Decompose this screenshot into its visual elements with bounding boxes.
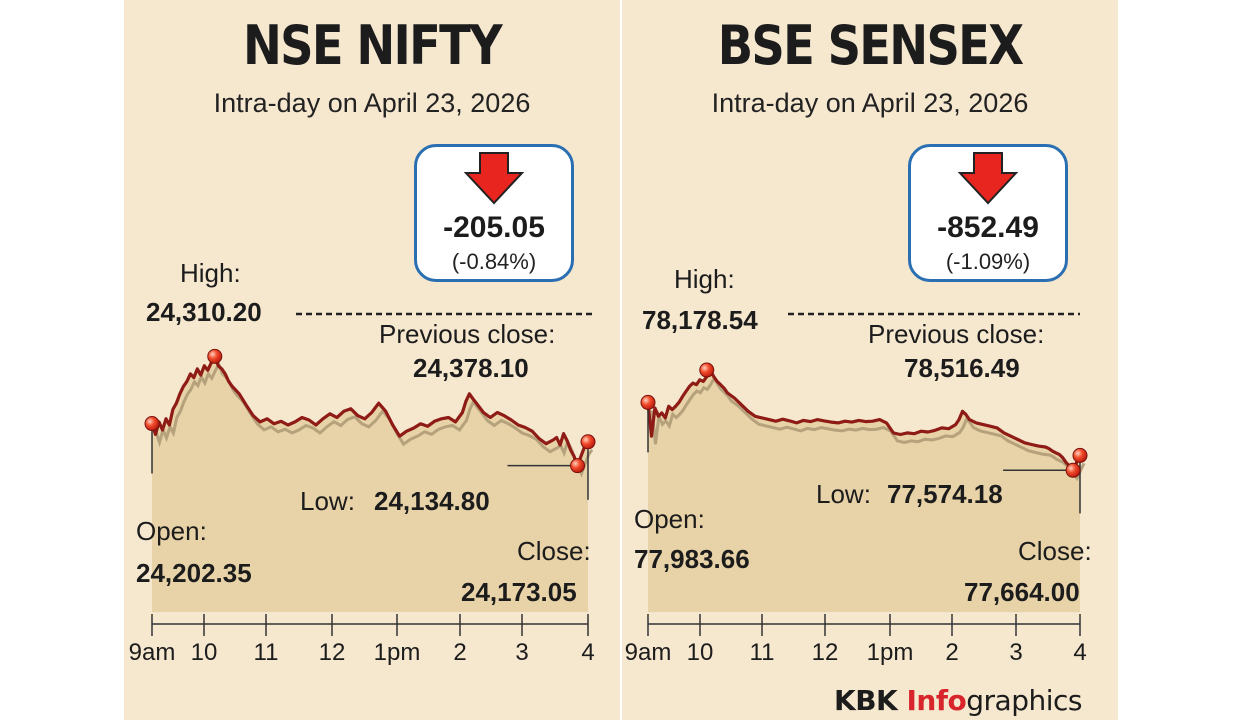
open-marker xyxy=(640,394,656,410)
price-line xyxy=(646,368,1082,472)
chart-title: NSE NIFTY xyxy=(243,14,503,77)
close-value: 24,173.05 xyxy=(461,577,577,607)
close-marker xyxy=(580,434,596,450)
open-caption: Open: xyxy=(634,504,705,534)
x-tick-label: 9am xyxy=(625,639,672,666)
low-value: 24,134.80 xyxy=(374,486,490,516)
change-box: -205.05 (-0.84%) xyxy=(414,144,574,282)
low-value: 77,574.18 xyxy=(887,479,1003,509)
open-value: 24,202.35 xyxy=(136,558,252,588)
chart-title: BSE SENSEX xyxy=(717,14,1024,77)
low-marker xyxy=(1065,462,1081,478)
x-tick-label: 4 xyxy=(1073,639,1086,666)
sensex-panel: BSE SENSEX Intra-day on April 23, 2026 -… xyxy=(622,0,1118,720)
price-area xyxy=(648,370,1080,612)
open-marker xyxy=(144,416,160,432)
x-tick-label: 2 xyxy=(453,639,466,666)
open-value: 77,983.66 xyxy=(634,544,750,574)
nifty-panel: NSE NIFTY Intra-day on April 23, 2026 -2… xyxy=(124,0,620,720)
price-line xyxy=(150,354,590,468)
nifty-intraday-chart: 9am 10 11 12 1pm 2 3 4 High: 24,310.20 Previous… xyxy=(129,258,596,666)
price-line-shadow xyxy=(650,374,1086,482)
previous-close-caption: Previous close: xyxy=(379,319,555,349)
x-tick-label: 9am xyxy=(129,639,176,666)
high-marker xyxy=(207,348,223,364)
x-tick-label: 11 xyxy=(254,639,279,666)
x-tick-label: 11 xyxy=(750,639,775,666)
low-caption: Low: xyxy=(816,479,871,509)
close-caption: Close: xyxy=(1018,536,1092,566)
high-value: 24,310.20 xyxy=(146,297,262,327)
change-value: -852.49 xyxy=(937,211,1039,244)
close-caption: Close: xyxy=(517,536,591,566)
low-caption: Low: xyxy=(300,486,355,516)
x-tick-label: 3 xyxy=(1009,639,1022,666)
previous-close-value: 78,516.49 xyxy=(904,353,1020,383)
down-arrow-icon xyxy=(463,152,525,205)
change-percent: (-1.09%) xyxy=(945,249,1031,274)
open-caption: Open: xyxy=(136,516,207,546)
previous-close-value: 24,378.10 xyxy=(413,353,529,383)
x-tick-label: 3 xyxy=(515,639,528,666)
x-tick-label: 12 xyxy=(319,639,346,666)
high-caption: High: xyxy=(674,264,735,294)
sensex-intraday-chart: 9am 10 11 12 1pm 2 3 4 High: 78,178.54 Previous… xyxy=(625,264,1092,666)
previous-close-caption: Previous close: xyxy=(868,319,1044,349)
close-value: 77,664.00 xyxy=(964,577,1080,607)
down-arrow-icon xyxy=(957,152,1019,205)
price-area xyxy=(152,356,588,612)
high-marker xyxy=(699,362,715,378)
price-line-shadow xyxy=(154,360,594,478)
high-value: 78,178.54 xyxy=(642,305,758,335)
low-marker xyxy=(570,458,586,474)
change-box: -852.49 (-1.09%) xyxy=(908,144,1068,282)
x-tick-label: 1pm xyxy=(867,639,914,666)
x-tick-label: 1pm xyxy=(374,639,421,666)
high-caption: High: xyxy=(180,258,241,288)
chart-subtitle: Intra-day on April 23, 2026 xyxy=(711,88,1029,118)
change-percent: (-0.84%) xyxy=(451,249,537,274)
publisher-credit: KBK Infographics xyxy=(834,684,1082,717)
chart-subtitle: Intra-day on April 23, 2026 xyxy=(213,88,531,118)
x-tick-label: 10 xyxy=(191,639,218,666)
close-marker xyxy=(1072,447,1088,463)
x-tick-label: 4 xyxy=(581,639,594,666)
x-tick-label: 10 xyxy=(687,639,714,666)
change-value: -205.05 xyxy=(443,211,545,244)
x-tick-label: 12 xyxy=(812,639,839,666)
x-tick-label: 2 xyxy=(945,639,958,666)
